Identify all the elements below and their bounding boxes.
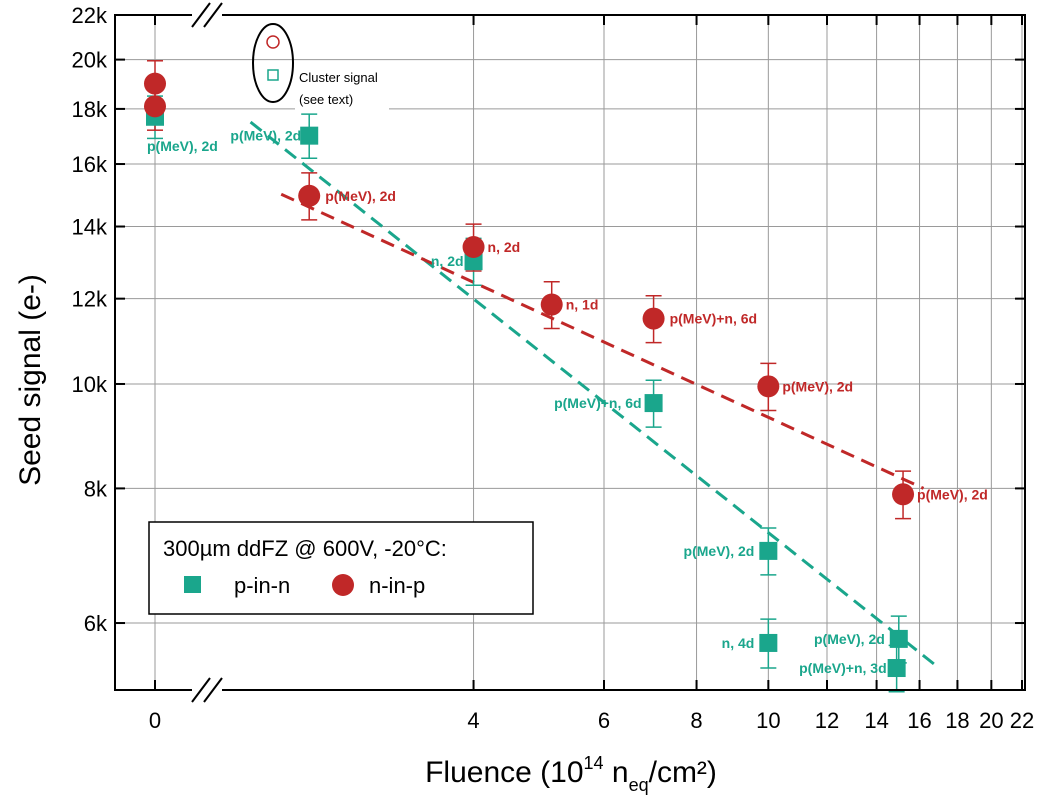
axis-break-gap-0 [192, 11, 222, 19]
y-tick-label-1: 8k [84, 476, 108, 501]
point-label-p-in-n-7: p(MeV)+n, 3d [799, 660, 887, 676]
x-tick-label-3: 8 [690, 708, 702, 733]
point-label-n-in-p-2: p(MeV), 2d [325, 188, 396, 204]
legend-label-p-in-n: p-in-n [234, 573, 290, 598]
y-tick-label-6: 18k [72, 97, 108, 122]
x-axis-title-sub: eq [629, 775, 649, 795]
point-n-in-p-4 [540, 293, 563, 316]
axis-break-gap-1 [192, 686, 222, 694]
point-label-p-in-n-4: p(MeV), 2d [684, 543, 755, 559]
point-n-in-p-5 [642, 307, 665, 330]
point-p-in-n-1 [300, 126, 319, 145]
y-tick-label-3: 12k [72, 287, 108, 312]
fit-lines [249, 120, 940, 670]
annotation-circle-marker [266, 35, 280, 49]
point-label-p-in-n-3: p(MeV)+n, 6d [554, 395, 642, 411]
x-axis-title-mid: n [604, 756, 629, 789]
x-tick-label-6: 14 [864, 708, 888, 733]
point-p-in-n-7 [887, 659, 906, 678]
point-label-n-in-p-6: p(MeV), 2d [782, 378, 853, 394]
legend-box [148, 521, 534, 615]
point-label-p-in-n-1: p(MeV), 2d [230, 128, 301, 144]
x-tick-label-2: 6 [598, 708, 610, 733]
axis-break-slash-b-0 [203, 2, 223, 28]
point-label-p-in-n-0: p(MeV), 2d [147, 138, 218, 154]
y-axis-title: Seed signal (e-) [14, 274, 47, 486]
fit-line-n-in-p [280, 192, 925, 490]
point-labels: p(MeV), 2d p(MeV), 2d n, 2d p(MeV)+n, 6d p(M… [147, 128, 988, 676]
point-label-n-in-p-3: n, 2d [488, 239, 521, 255]
point-label-p-in-n-5: n, 4d [722, 635, 755, 651]
legend-circle-marker [332, 574, 354, 596]
x-axis-title-end: /cm²) [649, 756, 717, 789]
grid [115, 14, 1025, 690]
plot-frame [114, 14, 1026, 691]
axis-break-slash-b-1 [203, 677, 223, 703]
cluster-signal-annotation: Cluster signal (see text) [252, 23, 389, 110]
tick-labels: 0 4 6 8 10 12 14 16 18 20 22 6k 8k 10k 12k 14k 16k 18k 20k… [72, 3, 1035, 733]
legend: 300µm ddFZ @ 600V, -20°C: p-in-n n-in-p [148, 521, 534, 615]
x-axis-title: Fluence (1014 neq/cm²) [425, 753, 717, 795]
y-tick-label-4: 14k [72, 215, 108, 240]
x-tick-label-0: 0 [149, 708, 161, 733]
point-n-in-p-6 [757, 375, 780, 398]
x-tick-label-5: 12 [815, 708, 839, 733]
data-points [144, 72, 915, 678]
point-n-in-p-2 [298, 184, 321, 207]
annotation-line-2: (see text) [299, 92, 353, 107]
y-tick-label-7: 20k [72, 48, 108, 73]
y-tick-label-0: 6k [84, 611, 108, 636]
point-label-n-in-p-5: p(MeV)+n, 6d [670, 311, 758, 327]
x-tick-label-8: 18 [945, 708, 969, 733]
point-n-in-p-3 [462, 236, 485, 259]
x-tick-label-7: 16 [907, 708, 931, 733]
x-tick-label-4: 10 [756, 708, 780, 733]
point-n-in-p-7 [892, 483, 915, 506]
legend-title: 300µm ddFZ @ 600V, -20°C: [163, 536, 447, 561]
axis-break-slash-a-1 [191, 677, 211, 703]
point-n-in-p-0 [144, 72, 166, 95]
point-label-p-in-n-6: p(MeV), 2d [814, 631, 885, 647]
legend-label-n-in-p: n-in-p [369, 573, 425, 598]
point-n-in-p-1 [144, 95, 166, 118]
y-tick-label-2: 10k [72, 372, 108, 397]
x-axis-title-main: Fluence (10 [425, 756, 583, 789]
annotation-line-1: Cluster signal [299, 70, 378, 85]
x-axis-title-exp: 14 [584, 753, 604, 773]
annotation-ellipse [252, 23, 294, 103]
y-tick-label-5: 16k [72, 152, 108, 177]
x-tick-label-1: 4 [467, 708, 479, 733]
point-p-in-n-6 [889, 629, 908, 648]
point-label-n-in-p-7: p(MeV), 2d [917, 486, 988, 502]
point-label-n-in-p-4: n, 1d [566, 297, 599, 313]
point-label-p-in-n-2: n, 2d [431, 253, 464, 269]
point-p-in-n-5 [759, 633, 778, 652]
x-tick-label-9: 20 [979, 708, 1003, 733]
annotation-text-bg [295, 66, 389, 110]
point-p-in-n-4 [759, 541, 778, 560]
y-tick-label-8: 22k [72, 3, 108, 28]
axes [114, 2, 1026, 703]
fit-line-p-in-n [249, 120, 940, 670]
x-tick-label-10: 22 [1010, 708, 1034, 733]
point-p-in-n-3 [644, 394, 663, 413]
annotation-square-marker [267, 69, 279, 81]
axis-break-slash-a-0 [191, 2, 211, 28]
legend-square-marker [184, 576, 201, 593]
